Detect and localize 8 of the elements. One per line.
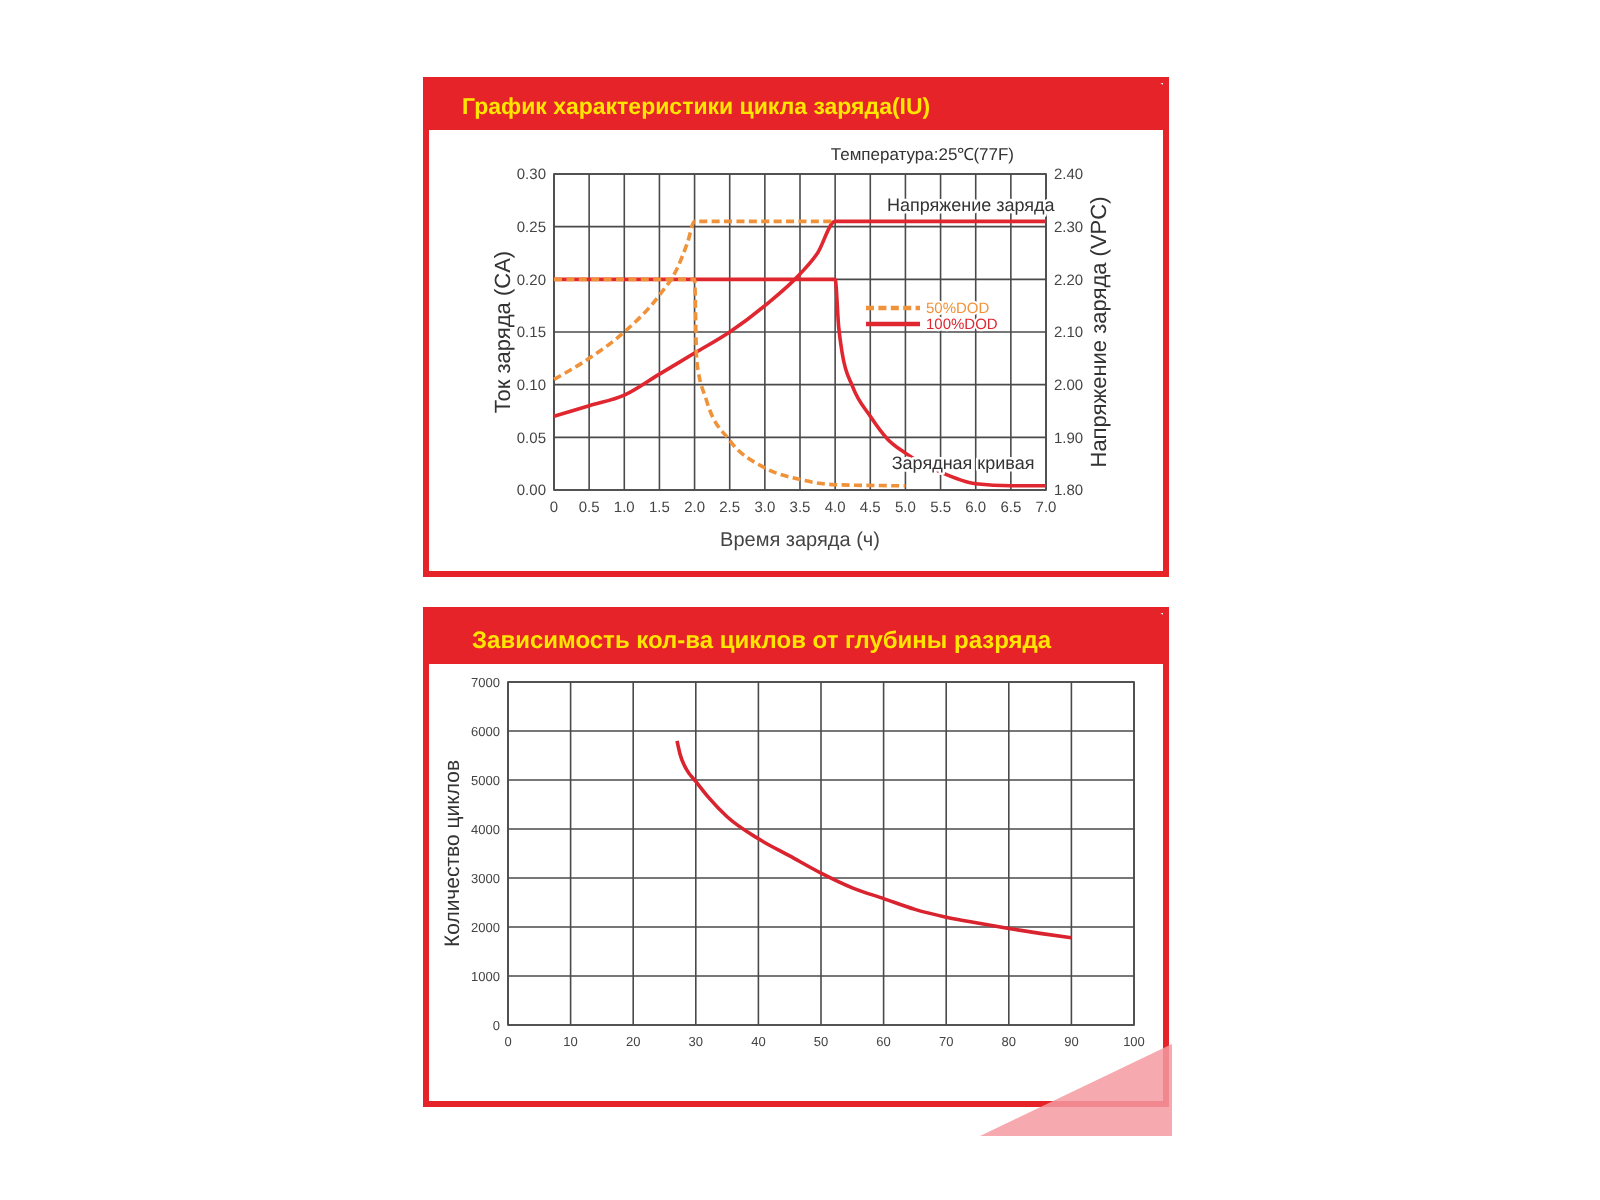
- chart-title: Зависимость кол-ва циклов от глубины разряда: [472, 626, 1052, 654]
- y-axis-title: Количество циклов: [441, 759, 466, 948]
- x-axis-title: Время заряда (ч): [720, 530, 880, 552]
- text: Температура:25℃(77F): [830, 144, 1015, 164]
- chart-title: График характеристики цикла заряда(IU): [462, 96, 931, 120]
- line-series: [675, 739, 1074, 940]
- y2-axis-title: Напряжение заряда (VPC): [1087, 196, 1112, 468]
- y-axis-title: Ток заряда (CA): [491, 250, 516, 414]
